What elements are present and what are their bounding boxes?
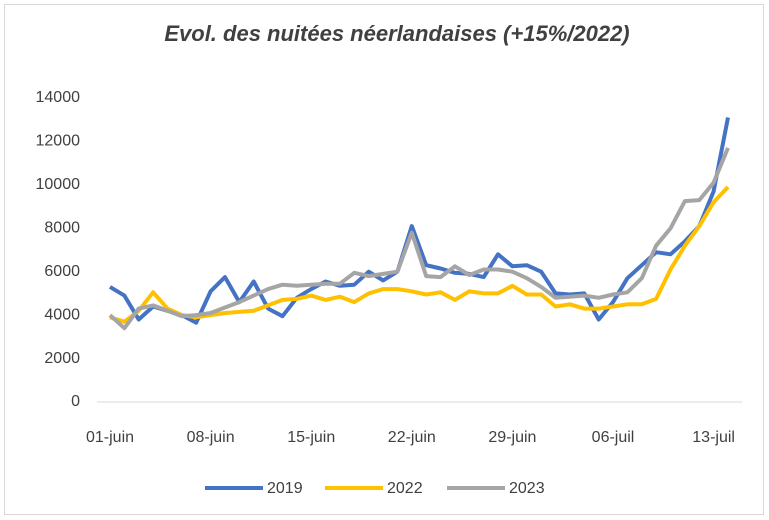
legend-label: 2022 bbox=[387, 480, 423, 497]
x-tick-label: 08-juin bbox=[187, 429, 235, 446]
x-tick-label: 06-juil bbox=[592, 429, 635, 446]
y-tick-label: 10000 bbox=[36, 176, 81, 193]
y-tick-label: 0 bbox=[71, 393, 80, 410]
series-line bbox=[108, 117, 730, 325]
y-tick-label: 8000 bbox=[44, 220, 80, 237]
x-tick-label: 15-juin bbox=[287, 429, 335, 446]
chart-title: Evol. des nuitées néerlandaises (+15%/20… bbox=[164, 21, 629, 46]
chart-border bbox=[4, 4, 764, 515]
legend-label: 2023 bbox=[509, 480, 545, 497]
x-tick-label: 22-juin bbox=[388, 429, 436, 446]
y-tick-label: 4000 bbox=[44, 306, 80, 323]
series-line bbox=[109, 185, 730, 324]
x-tick-label: 13-juil bbox=[692, 429, 735, 446]
legend-label: 2019 bbox=[267, 480, 303, 497]
y-tick-label: 6000 bbox=[44, 263, 80, 280]
y-tick-label: 2000 bbox=[44, 350, 80, 367]
series-line bbox=[108, 147, 730, 331]
y-tick-label: 14000 bbox=[36, 89, 81, 106]
y-tick-label: 12000 bbox=[36, 133, 81, 150]
x-tick-label: 01-juin bbox=[86, 429, 134, 446]
x-tick-label: 29-juin bbox=[488, 429, 536, 446]
